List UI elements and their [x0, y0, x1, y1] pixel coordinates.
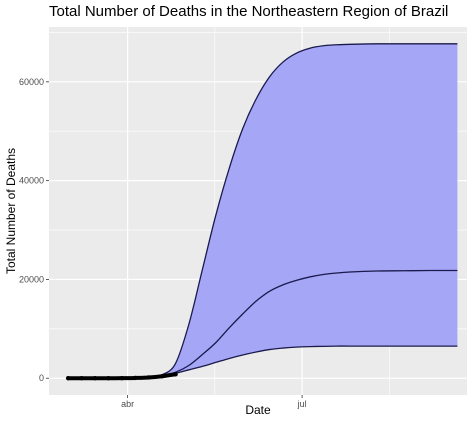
observed-point: [146, 375, 151, 380]
x-tick-label: jul: [297, 399, 307, 409]
y-tick-label: 40000: [19, 176, 44, 186]
y-tick-label: 60000: [19, 77, 44, 87]
observed-point: [119, 375, 125, 381]
observed-point: [133, 375, 138, 381]
observed-points: [65, 372, 178, 381]
observed-point: [173, 372, 178, 377]
y-tick-label: 20000: [19, 274, 44, 284]
x-axis: abr jul: [121, 395, 307, 409]
y-axis: 0 20000 40000 60000: [19, 77, 49, 383]
observed-point: [92, 376, 98, 381]
chart-title: Total Number of Deaths in the Northeaste…: [49, 3, 448, 20]
y-tick-label: 0: [39, 373, 44, 383]
observed-point: [106, 376, 111, 381]
prediction-band: [68, 43, 458, 379]
observed-point: [65, 376, 71, 381]
observed-point: [79, 376, 84, 381]
y-axis-title: Total Number of Deaths: [4, 148, 18, 274]
x-tick-label: abr: [121, 399, 134, 409]
x-axis-title: Date: [245, 403, 271, 417]
observed-point: [159, 374, 165, 379]
